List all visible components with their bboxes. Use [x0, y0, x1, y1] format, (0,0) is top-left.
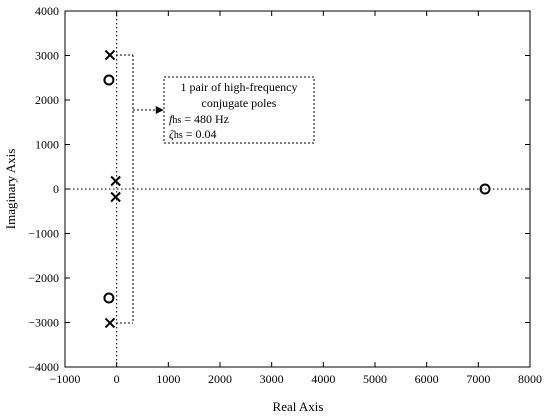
pole-stroke	[104, 49, 116, 61]
y-tick-label: 2000	[35, 93, 59, 107]
x-tick-label: 0	[114, 372, 120, 386]
y-tick-label: 3000	[35, 49, 59, 63]
y-tick-label: −3000	[28, 316, 59, 330]
annotation-line-1: 1 pair of high-frequency	[181, 80, 298, 94]
annotation-damping: ζhs = 0.04	[169, 127, 217, 141]
zero-marker	[103, 74, 115, 86]
pole-marker	[104, 49, 116, 61]
arrow-head	[155, 106, 164, 114]
x-tick-label: 8000	[518, 372, 542, 386]
x-tick-label: 7000	[466, 372, 490, 386]
pole-marker	[110, 175, 121, 187]
x-tick-label: 5000	[363, 372, 387, 386]
x-tick-label: 3000	[260, 372, 284, 386]
y-tick-label: 1000	[35, 138, 59, 152]
y-tick-label: 4000	[35, 4, 59, 18]
pole-marker	[110, 191, 121, 203]
x-axis-title: Real Axis	[273, 399, 324, 414]
y-tick-label: −1000	[28, 227, 59, 241]
annotation-freq: fhs = 480 Hz	[169, 112, 229, 126]
pole-stroke	[110, 175, 121, 187]
x-tick-label: 1000	[156, 372, 180, 386]
x-tick-label: 2000	[208, 372, 232, 386]
pole-marker	[104, 317, 116, 329]
y-tick-label: −2000	[28, 271, 59, 285]
x-tick-label: −1000	[50, 372, 81, 386]
x-tick-label: 4000	[311, 372, 335, 386]
y-tick-label: 0	[53, 182, 59, 196]
pole-stroke	[104, 317, 116, 329]
pole-stroke	[110, 191, 121, 203]
zero-marker	[103, 292, 115, 304]
zero-marker	[479, 183, 491, 195]
annotation-line-2: conjugate poles	[202, 96, 277, 110]
x-tick-label: 6000	[415, 372, 439, 386]
y-axis-title: Imaginary Axis	[3, 149, 18, 230]
y-tick-label: −4000	[28, 360, 59, 374]
